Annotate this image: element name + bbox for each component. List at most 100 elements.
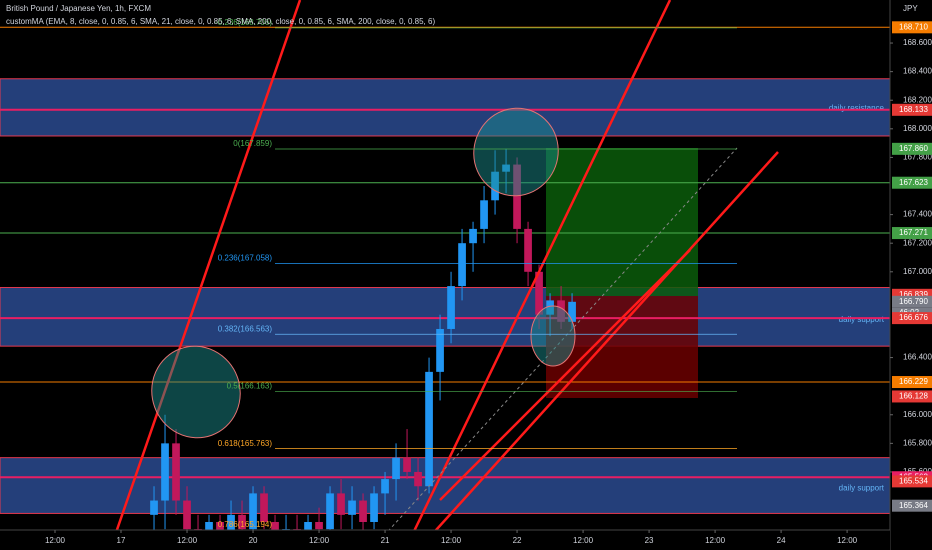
x-tick-label: 17 [117, 536, 126, 545]
profit-box [546, 148, 698, 296]
candle-body [238, 514, 246, 530]
y-tick-label: 167.400 [903, 210, 932, 219]
price-tag-label: 166.229 [899, 377, 928, 386]
y-tick-label: 167.200 [903, 238, 932, 247]
fib-label: 0.786(165.194) [218, 520, 273, 529]
price-tag-label: 166.790 [899, 297, 928, 306]
candle-body [414, 471, 422, 487]
highlight-ellipse [473, 107, 559, 197]
price-tag-label: 167.623 [899, 178, 928, 187]
y-tick-label: 167.000 [903, 267, 932, 276]
price-tag [892, 499, 932, 512]
candle-body [524, 228, 532, 272]
x-tick-label: 12:00 [837, 536, 858, 545]
x-tick-label: 12:00 [177, 536, 198, 545]
candle-body [392, 457, 400, 480]
candle-body [513, 164, 521, 229]
price-tag-label: 167.271 [899, 228, 928, 237]
fib-label: 0(167.859) [233, 139, 272, 148]
trend-line [417, 151, 779, 550]
fib-label: 0.236(167.058) [218, 254, 273, 263]
candle-body [568, 301, 576, 322]
candle-body [216, 521, 224, 537]
time-axis [0, 530, 890, 550]
fib-label: 0.5(166.163) [227, 382, 273, 391]
price-tag [892, 475, 932, 488]
trend-line [403, 0, 672, 550]
candle-body [326, 493, 334, 530]
price-tag [892, 227, 932, 240]
x-tick-label: 24 [777, 536, 786, 545]
candle-body [315, 521, 323, 530]
x-tick-label: 12:00 [309, 536, 330, 545]
y-tick-label: 166.000 [903, 410, 932, 419]
candle-body [359, 500, 367, 522]
y-tick-label: 168.400 [903, 67, 932, 76]
price-tag-label: 168.133 [899, 105, 928, 114]
fib-label: 0.618(165.763) [218, 439, 273, 448]
candle-body [249, 493, 257, 530]
candle-body [480, 200, 488, 229]
price-tag [892, 21, 932, 34]
y-tick-label: 168.600 [903, 38, 932, 47]
price-tag [892, 390, 932, 403]
price-tag-label: 166.839 [899, 290, 928, 299]
x-tick-label: 21 [381, 536, 390, 545]
candle-body [370, 493, 378, 522]
price-tag-label: 165.534 [899, 476, 928, 485]
candle-body [227, 514, 235, 537]
candle-body [150, 500, 158, 515]
trend-line [439, 249, 691, 501]
candle-body [469, 228, 477, 244]
candle-body [381, 479, 389, 494]
price-tag [892, 103, 932, 116]
x-tick-label: 22 [513, 536, 522, 545]
zone-label: daily support [839, 315, 885, 324]
price-tag [892, 176, 932, 189]
x-tick-label: 12:00 [573, 536, 594, 545]
candle-body [304, 521, 312, 537]
zone [0, 287, 891, 347]
x-tick-label: 12:00 [705, 536, 726, 545]
currency-label: JPY [903, 4, 918, 13]
highlight-ellipse [151, 345, 241, 439]
candle-body [183, 500, 191, 530]
price-tag [892, 142, 932, 155]
zone-label: daily resistance [829, 103, 885, 112]
y-tick-label: 168.200 [903, 95, 932, 104]
candle-body [161, 443, 169, 501]
y-tick-label: 168.000 [903, 124, 932, 133]
trend-line [108, 0, 302, 550]
candle-body [436, 328, 444, 372]
candle-body [348, 500, 356, 515]
candle-body [535, 271, 543, 315]
price-tag-label: 166.128 [899, 392, 928, 401]
fib-label: -0.236(168.706) [215, 18, 272, 27]
price-axis [890, 0, 932, 550]
price-tag-label: 165.364 [899, 501, 928, 510]
candle-body [458, 243, 466, 287]
candle-body [337, 493, 345, 515]
x-tick-label: 20 [249, 536, 258, 545]
candle-body [260, 493, 268, 522]
candle-body [172, 443, 180, 501]
price-tag [892, 376, 932, 389]
chart-title: British Pound / Japanese Yen, 1h, FXCM [6, 4, 151, 13]
x-tick-label: 12:00 [45, 536, 66, 545]
x-tick-label: 12:00 [441, 536, 462, 545]
price-tag-label: 167.860 [899, 144, 928, 153]
y-tick-label: 165.800 [903, 438, 932, 447]
price-tag-label: 166.676 [899, 313, 928, 322]
fib-label: 0.382(166.563) [218, 324, 273, 333]
price-tag [892, 295, 932, 308]
y-tick-label: 167.800 [903, 153, 932, 162]
indicator-label: customMA (EMA, 8, close, 0, 0.85, 6, SMA… [6, 17, 435, 26]
price-tag-label: 168.710 [899, 22, 928, 31]
candle-body [447, 286, 455, 329]
y-tick-label: 166.400 [903, 353, 932, 362]
x-tick-label: 23 [645, 536, 654, 545]
zone [0, 78, 891, 137]
price-tag [892, 312, 932, 325]
candle-body [403, 457, 411, 472]
